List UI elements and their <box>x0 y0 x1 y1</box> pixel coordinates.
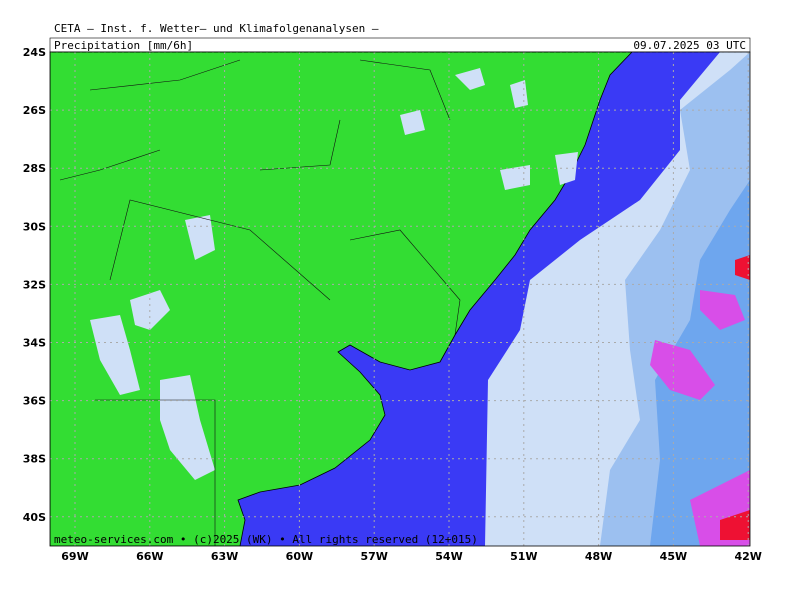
map-frame <box>49 51 751 547</box>
lon-label: 69W <box>61 550 88 563</box>
lon-label: 57W <box>360 550 387 563</box>
lon-label: 48W <box>585 550 612 563</box>
precip-intense <box>650 290 750 546</box>
lat-label: 34S <box>23 337 46 350</box>
map-area <box>50 52 750 546</box>
lon-label: 66W <box>136 550 163 563</box>
lon-label: 54W <box>435 550 462 563</box>
lat-label: 24S <box>23 46 46 59</box>
lat-label: 28S <box>23 162 46 175</box>
lon-label: 63W <box>211 550 238 563</box>
lon-label: 42W <box>734 550 761 563</box>
credit: meteo-services.com • (c)2025 (WK) • All … <box>54 533 478 546</box>
valid-time: 09.07.2025 03 UTC <box>633 39 746 52</box>
lat-label: 40S <box>23 511 46 524</box>
precip-extreme <box>720 255 750 540</box>
variable-label: Precipitation [mm/6h] <box>54 39 193 52</box>
header-title: CETA — Inst. f. Wetter— und Klimafolgena… <box>54 22 379 35</box>
lon-label: 60W <box>286 550 313 563</box>
precip-heavy <box>650 180 750 546</box>
lat-label: 26S <box>23 104 46 117</box>
lat-label: 32S <box>23 278 46 291</box>
coordinate-labels: 24S 26S 28S 30S 32S 34S 36S 38S 40S 69W 66W 63W 60W 5… <box>23 46 762 563</box>
lon-label: 45W <box>660 550 687 563</box>
lat-label: 30S <box>23 220 46 233</box>
lon-label: 51W <box>510 550 537 563</box>
graticule <box>50 52 750 546</box>
lat-label: 36S <box>23 395 46 408</box>
lat-label: 38S <box>23 453 46 466</box>
borders <box>59 59 461 546</box>
